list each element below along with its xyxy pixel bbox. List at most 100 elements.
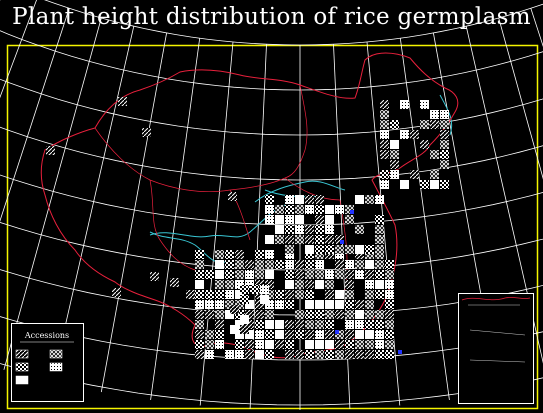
map-frame — [6, 44, 539, 410]
accession-cell — [335, 250, 344, 259]
accession-cell — [240, 325, 249, 334]
accession-cell — [385, 290, 394, 299]
accession-cell — [235, 300, 244, 309]
accession-cell — [430, 170, 439, 179]
accession-cell — [375, 350, 384, 359]
accession-cell — [335, 245, 344, 254]
accession-cell — [235, 310, 244, 319]
accession-cell — [215, 300, 224, 309]
accession-cell — [285, 225, 294, 234]
accession-cell — [355, 300, 364, 309]
accession-cell — [285, 290, 294, 299]
legend: Accessions — [11, 323, 84, 402]
accession-cell — [285, 215, 294, 224]
accession-cell — [325, 300, 334, 309]
accession-cell — [255, 330, 264, 339]
accession-cell — [325, 280, 334, 289]
accession-cell — [285, 250, 294, 259]
legend-title: Accessions — [24, 331, 69, 340]
accession-cell — [335, 310, 344, 319]
accession-cell — [235, 350, 244, 359]
accession-cell — [345, 215, 354, 224]
accession-cell — [170, 278, 179, 287]
accession-cell — [235, 250, 244, 259]
accession-cell — [365, 320, 374, 329]
accession-cell — [365, 195, 374, 204]
accession-cell — [265, 320, 274, 329]
accession-cell — [240, 295, 249, 304]
accession-cell — [315, 260, 324, 269]
accession-cell — [225, 250, 234, 259]
accession-cell — [400, 130, 409, 139]
legend-swatch — [15, 362, 29, 372]
accession-cell — [345, 320, 354, 329]
accession-cell — [275, 225, 284, 234]
accession-cell — [335, 340, 344, 349]
accession-cell — [295, 280, 304, 289]
accession-cell — [305, 205, 314, 214]
accession-cell — [380, 150, 389, 159]
accession-cell — [365, 245, 374, 254]
accession-cell — [375, 225, 384, 234]
accession-cell — [335, 260, 344, 269]
accession-cell — [315, 350, 324, 359]
accession-cell — [315, 250, 324, 259]
accession-cell — [46, 146, 55, 155]
accession-cell — [195, 350, 204, 359]
accession-cell — [440, 130, 449, 139]
accession-cell — [440, 110, 449, 119]
accession-cell — [385, 340, 394, 349]
accession-cell — [345, 350, 354, 359]
accession-cell — [235, 280, 244, 289]
accession-cell — [255, 290, 264, 299]
accession-cell — [335, 290, 344, 299]
accession-cell — [215, 330, 224, 339]
accession-cell — [345, 270, 354, 279]
accession-cell — [275, 330, 284, 339]
accession-cell — [265, 350, 274, 359]
accession-cell — [305, 290, 314, 299]
accession-cell — [305, 330, 314, 339]
accession-cell — [295, 205, 304, 214]
accession-cell — [390, 140, 399, 149]
accession-cell — [385, 270, 394, 279]
accession-cell — [380, 140, 389, 149]
accession-cell — [295, 235, 304, 244]
accession-cell — [195, 320, 204, 329]
accession-cell — [295, 310, 304, 319]
accession-cell — [265, 235, 274, 244]
accession-cell — [325, 340, 334, 349]
accession-cell — [375, 330, 384, 339]
accession-cell — [305, 280, 314, 289]
accession-cell — [315, 215, 324, 224]
meridian-line — [0, 0, 37, 99]
accession-cell — [255, 280, 264, 289]
accession-cell — [235, 290, 244, 299]
accession-cell — [285, 300, 294, 309]
accession-cell — [375, 250, 384, 259]
accession-cell — [315, 195, 324, 204]
accession-cell — [215, 270, 224, 279]
accession-cell — [195, 300, 204, 309]
accession-cell — [410, 170, 419, 179]
accession-cell — [285, 280, 294, 289]
accession-cell — [195, 260, 204, 269]
accession-cell — [315, 235, 324, 244]
accession-cell — [118, 97, 127, 106]
accession-cell — [325, 290, 334, 299]
water-marker — [398, 350, 402, 354]
water-marker — [335, 330, 339, 334]
accession-cell — [245, 350, 254, 359]
accession-cell — [245, 340, 254, 349]
accession-cell — [325, 350, 334, 359]
meridian-line — [150, 38, 201, 400]
accession-cell — [380, 130, 389, 139]
accession-cell — [285, 330, 294, 339]
accession-cell — [195, 330, 204, 339]
accession-cell — [325, 245, 334, 254]
accession-cell — [305, 300, 314, 309]
accession-cell — [195, 270, 204, 279]
accession-cell — [365, 260, 374, 269]
accession-cell — [230, 305, 239, 314]
